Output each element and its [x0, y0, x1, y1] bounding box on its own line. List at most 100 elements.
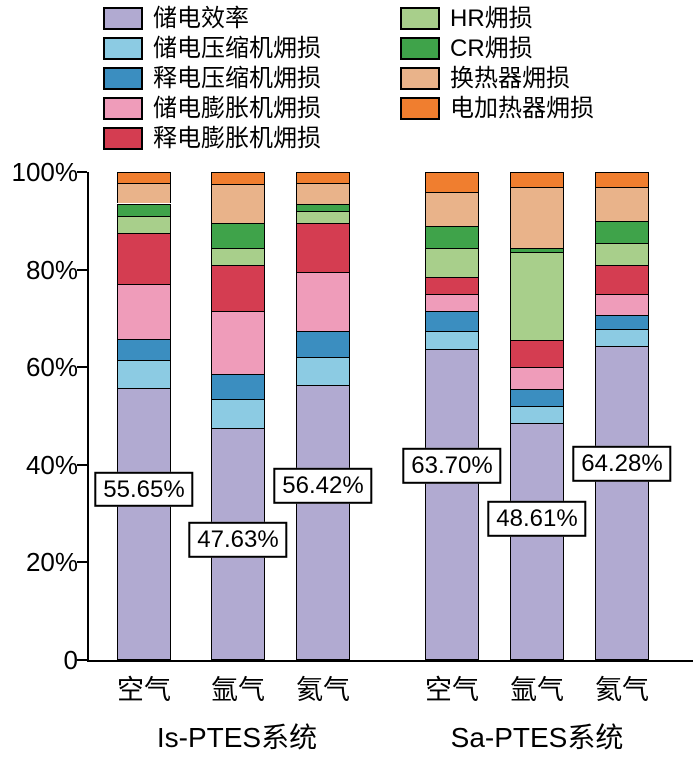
bar-segment	[425, 172, 479, 192]
bar-segment	[296, 384, 350, 660]
bar-segment	[510, 340, 564, 368]
bar-segment	[425, 349, 479, 660]
efficiency-value-label: 63.70%	[402, 447, 502, 484]
legend-label: 电加热器㶲损	[450, 94, 594, 122]
bar-segment	[117, 359, 171, 389]
bar-segment	[117, 182, 171, 204]
stacked-bar-sa-ptes-0	[425, 172, 479, 660]
x-category-label: 氩气	[211, 675, 265, 705]
bar-segment	[425, 294, 479, 312]
legend-item: 储电膨胀机㶲损	[103, 94, 321, 122]
bar-segment	[595, 264, 649, 295]
legend-swatch	[103, 37, 143, 60]
bar-segment	[296, 223, 350, 272]
y-tick-mark	[77, 268, 87, 271]
legend-item: 释电压缩机㶲损	[103, 64, 321, 92]
legend-swatch	[103, 97, 143, 120]
efficiency-value-label: 48.61%	[487, 501, 587, 537]
bar-segment	[510, 406, 564, 423]
y-axis	[87, 172, 89, 662]
x-category-label: 氦气	[296, 675, 350, 705]
legend-swatch	[103, 127, 143, 150]
legend-label: 释电压缩机㶲损	[153, 64, 321, 92]
efficiency-value-label: 56.42%	[273, 468, 373, 504]
efficiency-value-label: 47.63%	[188, 522, 288, 558]
legend-label: 储电压缩机㶲损	[153, 34, 321, 62]
bar-segment	[296, 183, 350, 204]
bar-segment	[211, 223, 265, 248]
y-tick-label: 100%	[11, 157, 79, 187]
y-tick-mark	[77, 171, 87, 173]
bar-segment	[425, 276, 479, 294]
bar-segment	[595, 220, 649, 243]
y-tick-label: 20%	[25, 547, 78, 577]
bar-segment	[211, 264, 265, 311]
bar-segment	[425, 247, 479, 277]
bar-segment	[117, 172, 171, 183]
bar-segment	[211, 374, 265, 399]
y-tick-mark	[77, 659, 87, 661]
bar-segment	[296, 172, 350, 184]
legend-swatch	[103, 67, 143, 90]
bar-segment	[117, 203, 171, 216]
y-tick-label: 80%	[25, 255, 78, 285]
bar-segment	[510, 172, 564, 187]
x-category-label: 空气	[117, 675, 171, 705]
bar-segment	[296, 357, 350, 385]
group-label-is-ptes: Is-PTES系统	[156, 722, 318, 753]
y-tick-label: 0	[63, 645, 78, 675]
bar-segment	[211, 310, 265, 375]
stacked-bar-is-ptes-2	[296, 172, 350, 660]
bar-segment	[211, 184, 265, 224]
bar-segment	[595, 242, 649, 265]
bar-segment	[595, 329, 649, 347]
legend-swatch	[400, 7, 440, 30]
bar-segment	[510, 367, 564, 390]
bar-segment	[211, 398, 265, 428]
legend-item: 储电压缩机㶲损	[103, 34, 321, 62]
bar-segment	[296, 210, 350, 224]
bar-segment	[595, 186, 649, 221]
y-tick-mark	[77, 463, 87, 466]
bar-segment	[296, 331, 350, 358]
bar-segment	[595, 172, 649, 187]
bar-segment	[425, 225, 479, 248]
legend-column-left: 储电效率 储电压缩机㶲损 释电压缩机㶲损 储电膨胀机㶲损 释电膨胀机㶲损	[103, 4, 321, 150]
bar-segment	[211, 247, 265, 265]
legend-item: 换热器㶲损	[400, 64, 594, 92]
bar-segment	[117, 338, 171, 360]
stacked-bar-sa-ptes-2	[595, 172, 649, 660]
x-axis	[87, 660, 693, 662]
bar-segment	[595, 346, 649, 660]
bar-segment	[425, 191, 479, 226]
bar-segment	[425, 311, 479, 331]
stacked-bar-sa-ptes-1	[510, 172, 564, 660]
legend-label: 储电效率	[153, 4, 249, 32]
legend-item: CR㶲损	[400, 36, 594, 60]
bar-segment	[595, 314, 649, 330]
legend-swatch	[103, 7, 143, 30]
bar-segment	[117, 232, 171, 284]
bar-segment	[510, 389, 564, 407]
bar-segment	[510, 247, 564, 253]
bar-segment	[595, 294, 649, 315]
bar-segment	[211, 172, 265, 185]
stacked-bar-is-ptes-1	[211, 172, 265, 660]
legend-label: HR㶲损	[450, 4, 533, 32]
legend-swatch	[400, 67, 440, 90]
legend-item: 储电效率	[103, 4, 321, 32]
bar-segment	[510, 252, 564, 341]
plot-area: 55.65% 47.63% 56.42% 63.70% 48.61% 64.28%	[77, 171, 693, 662]
bar-segment	[510, 422, 564, 660]
y-tick-mark	[77, 561, 87, 564]
bar-segment	[117, 215, 171, 233]
legend-item: 电加热器㶲损	[400, 94, 594, 122]
legend-swatch	[400, 97, 440, 120]
efficiency-value-label: 55.65%	[94, 471, 194, 507]
legend-column-right: HR㶲损 CR㶲损换热器㶲损 电加热器㶲损	[400, 4, 594, 122]
bar-segment	[296, 271, 350, 332]
legend-label: 储电膨胀机㶲损	[153, 94, 321, 122]
legend-label: 换热器㶲损	[450, 64, 570, 92]
bar-segment	[117, 388, 171, 660]
